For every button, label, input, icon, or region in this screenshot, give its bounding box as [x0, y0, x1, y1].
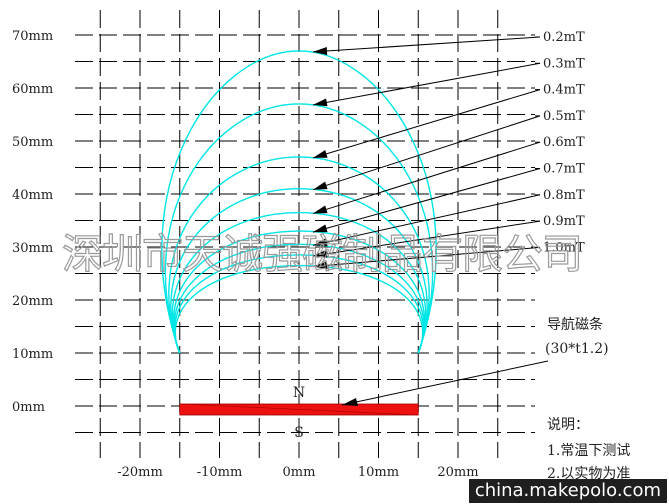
leader-arrowhead [313, 205, 328, 214]
magnet-label: 导航磁条 [547, 316, 603, 333]
leader-arrowhead [313, 181, 328, 190]
field-line-label: 1.0mT [543, 240, 585, 255]
field-line-curve [161, 50, 437, 354]
leader-arrowhead [313, 98, 328, 107]
grid: 0mm 10mm 20mm 30mm 40mm 50mm 60mm 70mm -20mm -10m… [12, 10, 535, 480]
leader-line [312, 194, 541, 246]
field-line-curve [173, 243, 425, 354]
field-line-label: 0.8mT [543, 188, 585, 203]
leader-line [312, 115, 541, 191]
south-pole-label: S [294, 425, 304, 441]
field-line-label: 0.5mT [543, 109, 585, 124]
leader-arrowhead [313, 224, 328, 233]
x-tick-label: 20mm [437, 465, 478, 480]
leader-arrowhead [313, 150, 328, 158]
leader-line [312, 36, 541, 53]
y-tick-label: 40mm [12, 188, 53, 203]
magnet-spec-label: (30*t1.2) [545, 341, 609, 357]
field-line-label: 0.2mT [543, 30, 585, 45]
notes-item-2: 2.以实物为准 [547, 466, 630, 482]
x-tick-label: -20mm [117, 465, 163, 480]
y-tick-label: 20mm [12, 294, 53, 309]
leader-arrowhead [313, 261, 328, 270]
leader-line [312, 220, 541, 257]
y-tick-label: 30mm [12, 241, 53, 256]
field-line-label: 0.7mT [543, 162, 585, 177]
notes-item-1: 1.常温下测试 [547, 443, 630, 459]
magnet-hatch [181, 403, 419, 416]
magnet-arrowhead [342, 398, 358, 406]
y-tick-label: 0mm [12, 400, 45, 415]
field-line-curve [171, 211, 427, 354]
leader-line [312, 168, 541, 233]
north-pole-label: N [293, 385, 305, 401]
field-line-curve [164, 103, 434, 354]
leader-line [312, 141, 541, 215]
watermark: 深圳市天诚强磁制品有限公司 [62, 230, 582, 278]
leader-line [312, 89, 541, 159]
field-curves [161, 50, 437, 354]
field-line-label: 0.4mT [543, 83, 585, 98]
field-line-curve [170, 187, 428, 354]
field-line-label: 0.3mT [543, 56, 585, 71]
x-tick-label: 10mm [358, 465, 399, 480]
site-badge: china.makepolo.com [468, 479, 667, 503]
leader-arrowhead [313, 46, 328, 55]
field-line-curve [174, 264, 424, 354]
field-line-curve [172, 230, 426, 354]
y-tick-label: 60mm [12, 82, 53, 97]
leader-arrowhead [313, 238, 328, 247]
y-tick-label: 50mm [12, 135, 53, 150]
x-tick-label: 0mm [283, 465, 316, 480]
leader-arrowhead [313, 249, 328, 258]
x-tick-label: -10mm [197, 465, 243, 480]
leader-line [312, 246, 541, 268]
field-line-label: 0.9mT [543, 214, 585, 229]
field-line-curve [174, 254, 424, 354]
leader-line [312, 62, 541, 106]
field-line-label: 0.6mT [543, 135, 585, 150]
leader-lines: 0.2mT 0.3mT 0.4mT 0.5mT 0.6mT 0.7mT 0.8mT 0.9mT… [312, 30, 585, 270]
magnet-leader [341, 360, 549, 406]
y-tick-label: 10mm [12, 347, 53, 362]
y-tick-label: 70mm [12, 29, 53, 44]
field-line-curve [168, 156, 430, 354]
notes-title: 说明： [547, 417, 589, 433]
